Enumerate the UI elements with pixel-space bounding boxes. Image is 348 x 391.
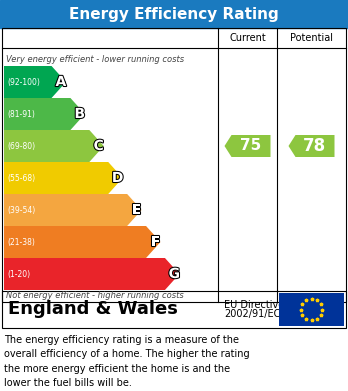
- Text: EU Directive: EU Directive: [224, 300, 284, 310]
- Polygon shape: [4, 130, 104, 162]
- Text: (69-80): (69-80): [7, 142, 35, 151]
- Text: 2002/91/EC: 2002/91/EC: [224, 310, 280, 319]
- Text: The energy efficiency rating is a measure of the
overall efficiency of a home. T: The energy efficiency rating is a measur…: [4, 335, 250, 388]
- Text: A: A: [56, 75, 66, 89]
- Text: Energy Efficiency Rating: Energy Efficiency Rating: [69, 7, 279, 22]
- Text: 75: 75: [240, 138, 261, 154]
- Text: (39-54): (39-54): [7, 206, 35, 215]
- Polygon shape: [4, 194, 142, 226]
- Text: Very energy efficient - lower running costs: Very energy efficient - lower running co…: [6, 54, 184, 63]
- Polygon shape: [4, 226, 160, 258]
- Text: (81-91): (81-91): [7, 109, 35, 118]
- Text: (21-38): (21-38): [7, 237, 35, 246]
- Text: Potential: Potential: [290, 33, 333, 43]
- Bar: [2, 28, 346, 302]
- Text: F: F: [151, 235, 160, 249]
- Text: England & Wales: England & Wales: [8, 301, 178, 319]
- Bar: [279, 293, 344, 326]
- Polygon shape: [224, 135, 270, 157]
- Text: G: G: [169, 267, 180, 281]
- Text: C: C: [94, 139, 104, 153]
- Text: 78: 78: [303, 137, 326, 155]
- Text: (1-20): (1-20): [7, 269, 30, 278]
- Text: Current: Current: [229, 33, 266, 43]
- Text: B: B: [74, 107, 85, 121]
- Text: (92-100): (92-100): [7, 77, 40, 86]
- Polygon shape: [4, 98, 85, 130]
- Text: Not energy efficient - higher running costs: Not energy efficient - higher running co…: [6, 292, 184, 301]
- Text: E: E: [132, 203, 141, 217]
- Polygon shape: [288, 135, 334, 157]
- Bar: [0, 0, 348, 28]
- Bar: [2, 291, 346, 328]
- Polygon shape: [4, 162, 122, 194]
- Text: D: D: [112, 171, 123, 185]
- Text: (55-68): (55-68): [7, 174, 35, 183]
- Polygon shape: [4, 258, 179, 290]
- Polygon shape: [4, 66, 66, 98]
